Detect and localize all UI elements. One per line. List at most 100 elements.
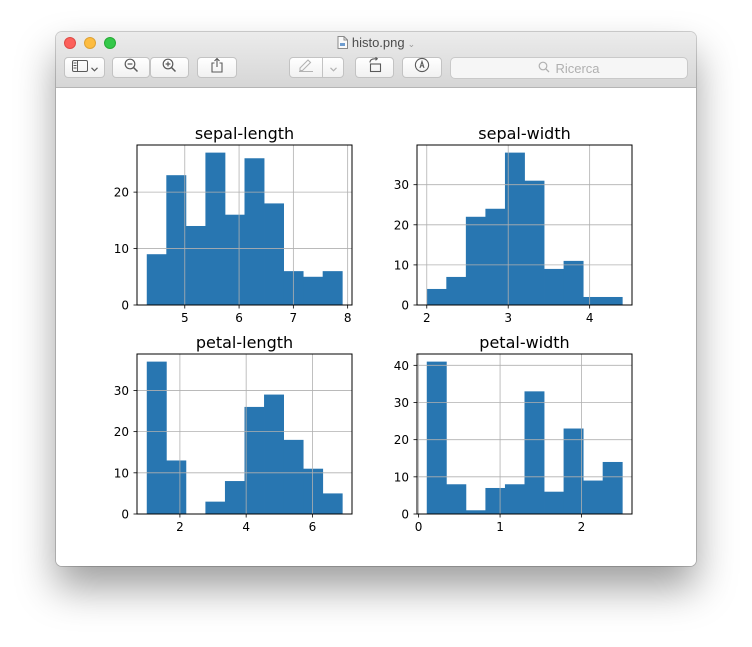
histogram-bar xyxy=(322,271,343,305)
y-tick-label: 30 xyxy=(114,384,129,398)
chevron-down-icon: ⌄ xyxy=(407,39,416,49)
image-view: 5 6 7 8 0 10 20 sepal-length 2 3 4 0 10 20 30 sepal-wid… xyxy=(56,88,696,566)
histogram-bar xyxy=(224,481,245,514)
subplot-sepal-length: 5 6 7 8 0 10 20 sepal-length xyxy=(114,124,353,325)
rotate-icon xyxy=(367,56,383,78)
preview-window: histo.png ⌄ xyxy=(56,32,696,566)
y-tick-label: 30 xyxy=(394,396,409,410)
histogram-bar xyxy=(146,254,167,305)
axes-frame xyxy=(416,144,633,306)
histogram-bar xyxy=(426,288,447,305)
title-bar[interactable]: histo.png ⌄ xyxy=(56,32,696,88)
share-icon xyxy=(211,57,223,78)
zoom-out-button[interactable] xyxy=(112,57,150,78)
y-tick-label: 10 xyxy=(114,242,129,256)
share-button[interactable] xyxy=(197,57,237,78)
maximize-button[interactable] xyxy=(104,37,116,49)
histogram-bar xyxy=(465,216,486,305)
axes-frame xyxy=(416,353,633,515)
subplot-petal-length: 2 4 6 0 10 20 30 petal-length xyxy=(114,333,353,534)
document-icon xyxy=(337,36,348,53)
x-tick-label: 3 xyxy=(504,311,512,325)
x-tick-label: 5 xyxy=(181,311,189,325)
histogram-bar xyxy=(244,158,265,305)
y-tick-label: 0 xyxy=(121,508,129,522)
search-placeholder: Ricerca xyxy=(555,60,600,76)
x-tick-label: 4 xyxy=(242,520,250,534)
histogram-bar xyxy=(446,484,467,514)
histogram-bar xyxy=(524,391,545,514)
markup-menu-button[interactable] xyxy=(322,57,344,78)
histogram-bar xyxy=(524,180,545,305)
x-tick-label: 6 xyxy=(235,311,243,325)
markup-pen-icon xyxy=(298,58,314,77)
sidebar-icon xyxy=(71,59,88,77)
subplot-title: petal-length xyxy=(196,333,293,352)
axes-frame xyxy=(136,353,353,515)
histogram-bar xyxy=(485,208,506,305)
annotate-icon xyxy=(414,57,430,78)
y-tick-label: 30 xyxy=(394,178,409,192)
zoom-in-button[interactable] xyxy=(150,57,189,78)
chevron-down-icon xyxy=(90,59,98,77)
histogram-bar xyxy=(602,296,623,305)
search-field[interactable]: Ricerca xyxy=(450,57,688,79)
x-tick-label: 4 xyxy=(586,311,594,325)
histogram-bar xyxy=(224,214,245,305)
sidebar-button[interactable] xyxy=(64,57,105,78)
histogram-bar xyxy=(166,175,187,305)
subplot-title: sepal-width xyxy=(478,124,570,143)
histogram-bar xyxy=(303,276,324,305)
x-tick-label: 1 xyxy=(496,520,504,534)
x-tick-label: 2 xyxy=(423,311,431,325)
zoom-out-icon xyxy=(124,58,139,78)
window-title: histo.png xyxy=(351,35,405,50)
x-tick-label: 7 xyxy=(290,311,298,325)
axes-frame xyxy=(136,144,353,306)
histogram-bar xyxy=(322,493,343,514)
histogram-bar xyxy=(583,480,604,514)
histogram-bar xyxy=(563,428,584,514)
subplot-title: sepal-length xyxy=(195,124,294,143)
histogram-bar xyxy=(602,461,623,514)
y-tick-label: 10 xyxy=(114,466,129,480)
search-icon xyxy=(538,61,555,76)
histogram-bar xyxy=(146,361,167,514)
histogram-bar xyxy=(205,501,226,514)
histogram-bar xyxy=(264,203,284,305)
histogram-bar xyxy=(264,394,284,514)
x-tick-label: 2 xyxy=(176,520,184,534)
x-tick-label: 6 xyxy=(309,520,317,534)
histogram-bar xyxy=(583,296,604,305)
chevron-down-icon xyxy=(329,59,337,77)
histogram-bar xyxy=(465,510,486,514)
histogram-bar xyxy=(504,484,525,514)
subplot-title: petal-width xyxy=(479,333,569,352)
window-title-menu[interactable]: histo.png ⌄ xyxy=(56,35,696,53)
y-tick-label: 20 xyxy=(394,218,409,232)
annotate-button[interactable] xyxy=(402,57,442,78)
y-tick-label: 20 xyxy=(114,425,129,439)
y-tick-label: 0 xyxy=(401,508,409,522)
histogram-bar xyxy=(185,225,206,305)
markup-button[interactable] xyxy=(289,57,323,78)
histogram-bar xyxy=(166,460,187,514)
y-tick-label: 0 xyxy=(121,299,129,313)
minimize-button[interactable] xyxy=(84,37,96,49)
histogram-bar xyxy=(563,260,584,305)
close-button[interactable] xyxy=(64,37,76,49)
y-tick-label: 10 xyxy=(394,258,409,272)
histogram-bar xyxy=(446,276,467,305)
y-tick-label: 10 xyxy=(394,470,409,484)
histogram-bar xyxy=(544,491,564,514)
rotate-button[interactable] xyxy=(355,56,394,78)
zoom-in-icon xyxy=(162,58,177,78)
y-tick-label: 20 xyxy=(394,433,409,447)
x-tick-label: 8 xyxy=(344,311,352,325)
histogram-bar xyxy=(504,152,525,305)
x-tick-label: 2 xyxy=(578,520,586,534)
histogram-bar xyxy=(205,152,226,305)
histogram-bar xyxy=(485,487,506,514)
x-tick-label: 0 xyxy=(415,520,423,534)
